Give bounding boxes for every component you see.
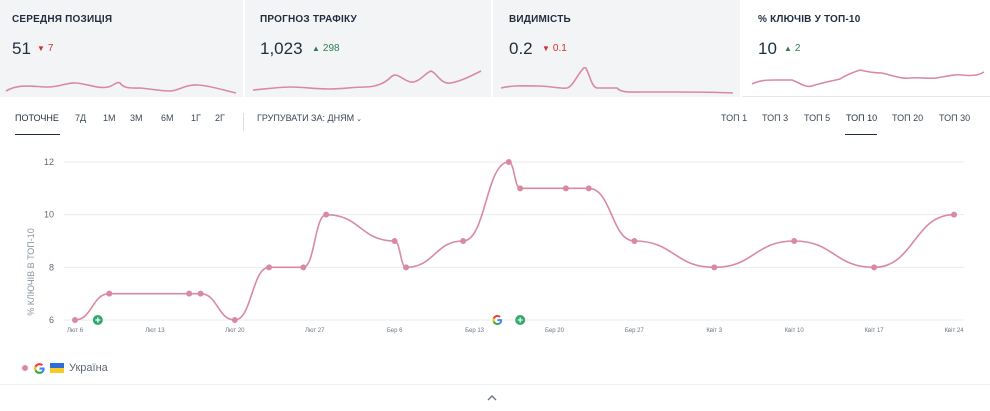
top-filter-10[interactable]: ТОП 10 [846, 113, 878, 123]
data-point[interactable] [631, 238, 638, 244]
legend: Україна [22, 359, 108, 377]
chevron-down-icon: ⌄ [356, 116, 362, 123]
metric-title: % КЛЮЧІВ У ТОП-10 [758, 14, 861, 25]
data-point[interactable] [266, 264, 273, 271]
y-axis-label: % КЛЮЧІВ В ТОП-10 [26, 228, 36, 316]
x-tick-label: Лют 27 [305, 328, 325, 334]
data-point[interactable] [871, 264, 878, 271]
group-by-label: ГРУПУВАТИ ЗА: ДНЯМ [257, 113, 355, 123]
metric-delta-value: 2 [794, 43, 801, 54]
legend-dot [22, 365, 28, 371]
top-filter-5[interactable]: ТОП 5 [804, 113, 831, 123]
metric-value: 10 [758, 39, 777, 58]
period-6m[interactable]: 6М [161, 113, 174, 123]
metric-delta: ▼ 0.1 [542, 43, 567, 54]
metric-value: 1,023 [260, 39, 303, 58]
sparkline [5, 81, 237, 94]
x-tick-label: Квіт 17 [865, 328, 885, 334]
data-point[interactable] [711, 264, 718, 271]
metric-value: 51 [12, 39, 31, 58]
y-tick-label: 8 [49, 262, 54, 272]
period-3m[interactable]: 3М [130, 113, 143, 123]
x-tick-label: Лют 6 [67, 328, 84, 334]
metric-delta: ▲ 298 [312, 43, 340, 54]
google-icon [34, 362, 45, 374]
top-filter-underline [845, 134, 877, 135]
x-tick-label: Квіт 10 [785, 328, 805, 334]
x-tick-label: Лют 13 [145, 328, 165, 334]
period-1m[interactable]: 1М [103, 113, 116, 123]
top-filter-1[interactable]: ТОП 1 [721, 113, 748, 123]
data-point[interactable] [231, 317, 238, 323]
metric-card-visibility[interactable]: ВИДИМІСТЬ 0.2 ▼ 0.1 [493, 0, 742, 97]
section-divider [0, 384, 990, 385]
chart-svg: % КЛЮЧІВ В ТОП-10 6 8 10 12 Лют 6 Лют 13 Лют … [26, 157, 964, 334]
data-point[interactable] [323, 211, 330, 218]
period-7d[interactable]: 7Д [75, 113, 87, 123]
x-tick-label: Бер 27 [625, 328, 645, 334]
y-tick-label: 6 [49, 315, 54, 325]
x-tick-label: Бер 20 [545, 328, 565, 334]
group-by-dropdown[interactable]: ГРУПУВАТИ ЗА: ДНЯМ ⌄ [257, 113, 362, 123]
event-marker-plus-icon[interactable] [515, 315, 526, 325]
line-chart: % КЛЮЧІВ В ТОП-10 6 8 10 12 Лют 6 Лют 13 Лют … [0, 150, 990, 345]
data-point[interactable] [300, 264, 307, 271]
x-tick-label: Квіт 24 [944, 328, 964, 334]
arrow-down-icon: ▼ [37, 44, 45, 53]
period-2y[interactable]: 2Г [215, 113, 225, 123]
x-tick-label: Бер 13 [465, 328, 485, 334]
period-underline [15, 134, 60, 135]
data-point[interactable] [562, 185, 569, 192]
sparkline [500, 67, 734, 94]
metric-delta-value: 0.1 [552, 43, 567, 54]
top-filter-3[interactable]: ТОП 3 [762, 113, 789, 123]
top-filter-20[interactable]: ТОП 20 [892, 113, 924, 123]
x-tick-label: Лют 20 [225, 328, 245, 334]
metric-title: ВИДИМІСТЬ [509, 14, 571, 25]
data-point[interactable] [72, 317, 78, 323]
data-point[interactable] [517, 185, 524, 192]
sparkline [751, 69, 985, 88]
sparkline [252, 70, 482, 91]
x-tick-label: Бер 6 [387, 328, 403, 334]
chart-toolbar: ПОТОЧНЕ 7Д 1М 3М 6М 1Г 2Г ГРУПУВАТИ ЗА: … [0, 97, 990, 141]
period-1y[interactable]: 1Г [191, 113, 201, 123]
data-point[interactable] [106, 290, 113, 297]
data-point[interactable] [951, 211, 957, 218]
metric-delta-value: 7 [47, 43, 54, 54]
metric-delta: ▼ 7 [37, 43, 53, 54]
data-point[interactable] [186, 290, 193, 297]
y-tick-label: 12 [44, 157, 54, 167]
metrics-row: СЕРЕДНЯ ПОЗИЦІЯ 51 ▼ 7 ПРОГНОЗ ТРАФІКУ 1,… [0, 0, 990, 97]
metric-delta-value: 298 [322, 43, 340, 54]
ukraine-flag-icon [50, 363, 64, 373]
event-marker-plus-icon[interactable] [92, 315, 103, 325]
arrow-up-icon: ▲ [312, 44, 320, 53]
metric-card-traffic[interactable]: ПРОГНОЗ ТРАФІКУ 1,023 ▲ 298 [245, 0, 493, 97]
metric-delta: ▲ 2 [784, 43, 800, 54]
x-tick-label: Квіт 3 [706, 328, 722, 334]
event-marker-google-icon[interactable] [491, 314, 504, 326]
data-point[interactable] [791, 238, 798, 244]
toolbar-divider [243, 113, 244, 131]
y-tick-label: 10 [44, 210, 54, 220]
metric-title: СЕРЕДНЯ ПОЗИЦІЯ [12, 14, 113, 25]
data-point[interactable] [585, 185, 592, 192]
data-point[interactable] [197, 290, 204, 297]
series-line [74, 161, 955, 321]
metric-card-avg-position[interactable]: СЕРЕДНЯ ПОЗИЦІЯ 51 ▼ 7 [0, 0, 245, 97]
chevron-up-icon[interactable] [485, 391, 499, 405]
top-filter-30[interactable]: ТОП 30 [939, 113, 971, 123]
arrow-up-icon: ▲ [784, 44, 792, 53]
legend-region-label: Україна [69, 362, 108, 374]
arrow-down-icon: ▼ [542, 44, 550, 53]
metric-title: ПРОГНОЗ ТРАФІКУ [260, 14, 357, 25]
metric-value: 0.2 [509, 39, 533, 58]
data-point[interactable] [505, 159, 512, 165]
metric-card-top10-share[interactable]: % КЛЮЧІВ У ТОП-10 10 ▲ 2 [742, 0, 990, 97]
data-point[interactable] [460, 238, 467, 244]
data-point[interactable] [391, 238, 398, 244]
period-current[interactable]: ПОТОЧНЕ [15, 113, 59, 123]
data-point[interactable] [403, 264, 410, 271]
